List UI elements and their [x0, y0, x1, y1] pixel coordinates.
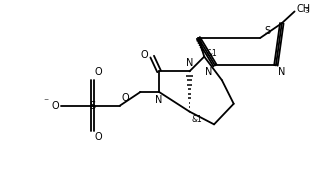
Text: 3: 3 — [305, 8, 309, 14]
Text: &1: &1 — [191, 115, 202, 124]
Text: O: O — [140, 50, 148, 60]
Text: O: O — [122, 93, 129, 103]
Text: S: S — [89, 101, 95, 111]
Text: S: S — [264, 26, 270, 36]
Text: CH: CH — [296, 4, 311, 14]
Text: O: O — [94, 67, 102, 77]
Text: &1: &1 — [207, 49, 217, 58]
Text: N: N — [206, 67, 213, 77]
Text: ⁻: ⁻ — [44, 97, 49, 107]
Text: N: N — [278, 67, 285, 77]
Text: N: N — [155, 95, 163, 105]
Text: N: N — [186, 57, 193, 68]
Text: O: O — [94, 132, 102, 142]
Text: O: O — [51, 101, 59, 111]
